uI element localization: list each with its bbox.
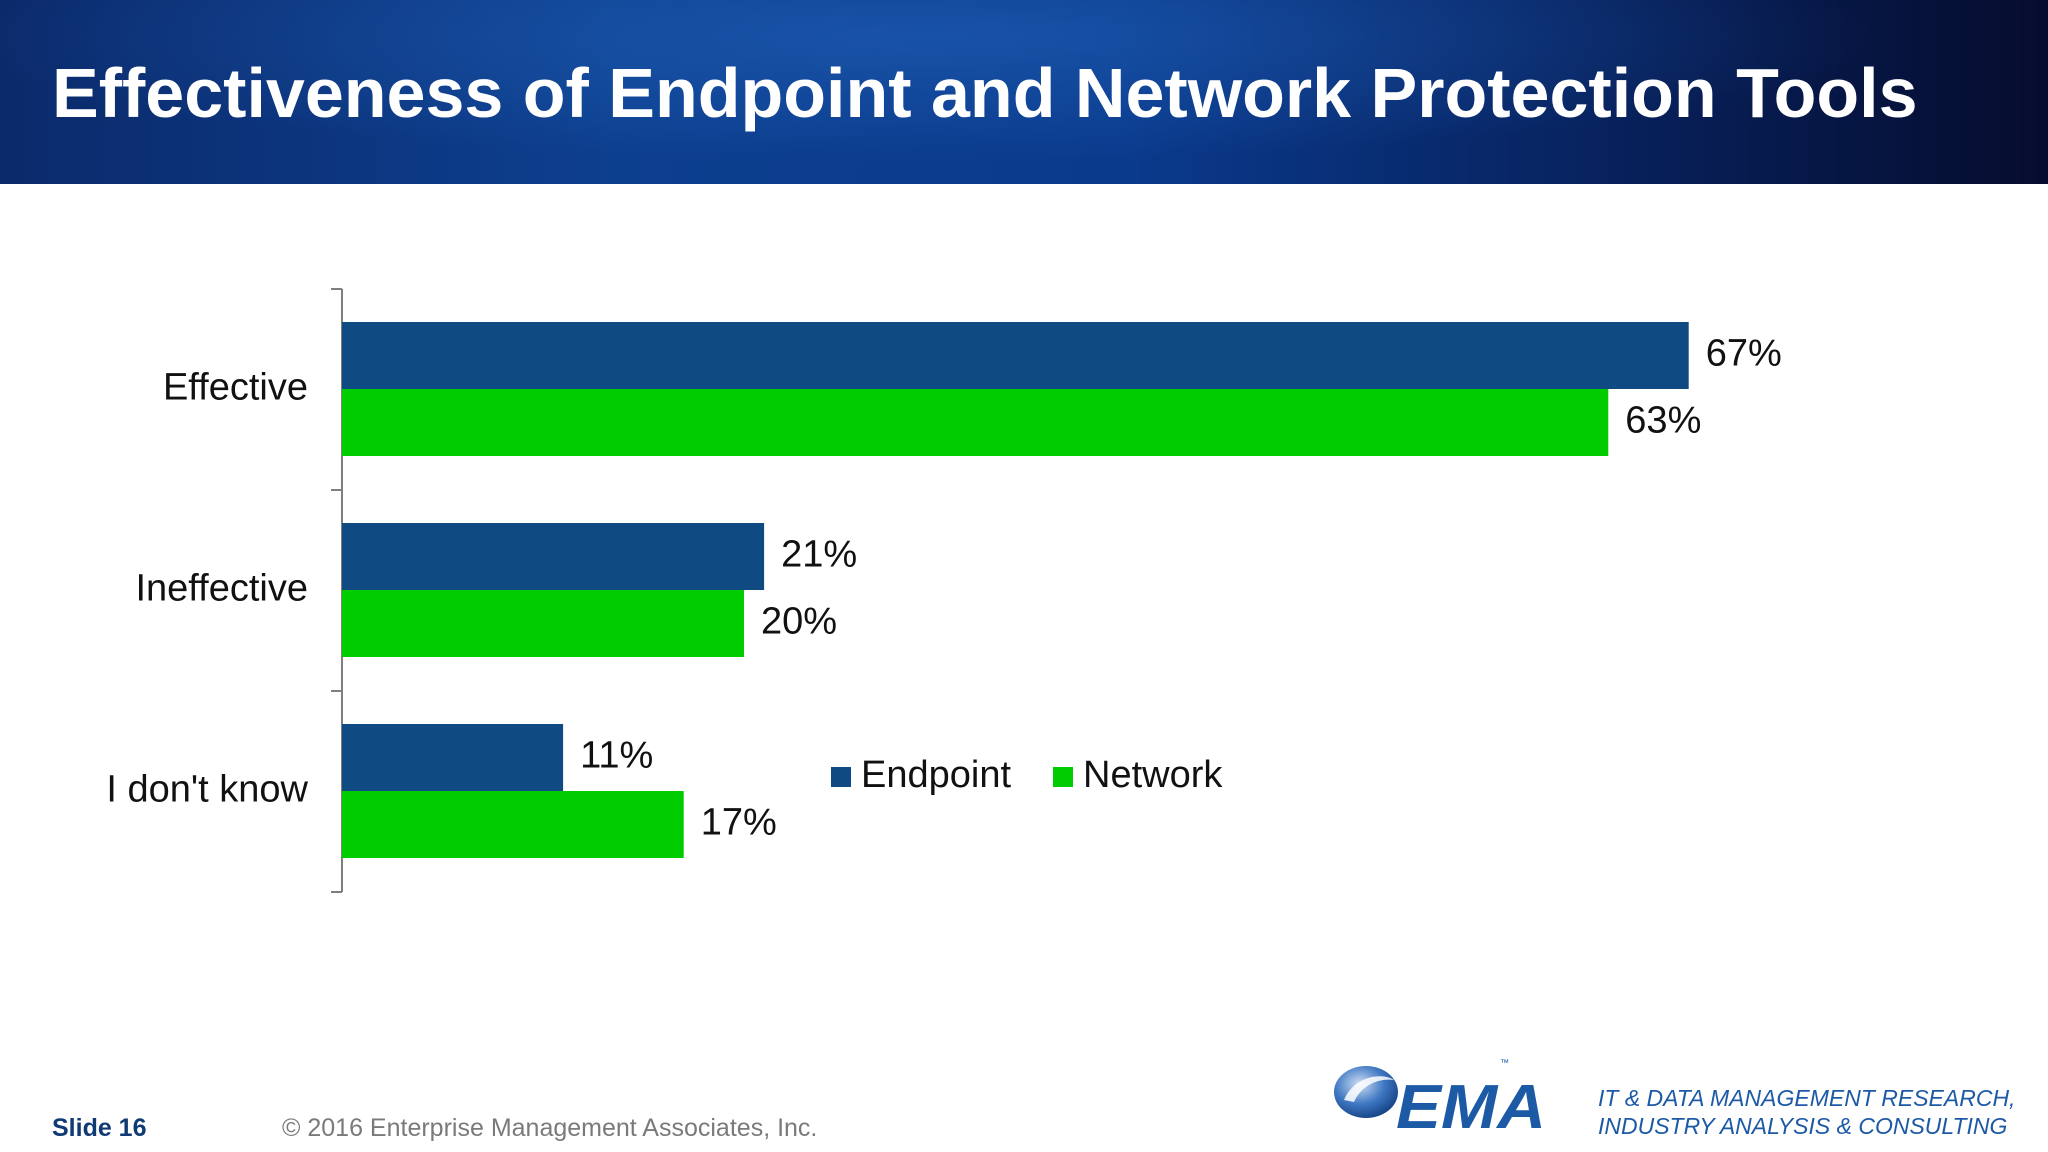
category-label: Ineffective	[135, 568, 308, 610]
data-label: 67%	[1706, 333, 1782, 375]
data-label: 63%	[1625, 400, 1701, 442]
data-label: 11%	[580, 735, 653, 777]
category-label: Effective	[163, 367, 308, 409]
legend-swatch-network	[1053, 767, 1073, 787]
bar-chart: Effective 67%63% Ineffective 21% 20% I don't …	[106, 288, 1782, 893]
copyright-notice: © 2016 Enterprise Management Associates,…	[282, 1114, 818, 1142]
bar-endpoint-2	[342, 724, 564, 791]
legend-swatch-endpoint	[831, 767, 851, 787]
company-tagline: IT & DATA MANAGEMENT RESEARCH, INDUSTRY …	[1598, 1084, 2015, 1140]
bar-network-1	[342, 590, 744, 657]
bar-network-2	[342, 791, 684, 858]
data-label: 20%	[761, 601, 837, 643]
bar-network-0	[342, 389, 1609, 456]
logo-wordmark: EMA	[1396, 1073, 1546, 1138]
bar-endpoint-0	[342, 322, 1689, 389]
trademark-mark: ™	[1500, 1058, 1509, 1067]
data-label: 17%	[701, 802, 777, 844]
legend-label-network: Network	[1083, 754, 1223, 796]
title-banner: Effectiveness of Endpoint and Network Pr…	[0, 0, 2048, 184]
tagline-line-2: INDUSTRY ANALYSIS & CONSULTING	[1598, 1113, 2008, 1139]
slide-title: Effectiveness of Endpoint and Network Pr…	[52, 54, 1918, 132]
ema-logo: ™ EMA	[1334, 1058, 1546, 1138]
legend-label-endpoint: Endpoint	[861, 754, 1011, 796]
slide-number: Slide 16	[52, 1114, 147, 1142]
category-label: I don't know	[106, 769, 308, 811]
bar-endpoint-1	[342, 523, 765, 590]
data-label: 21%	[781, 534, 857, 576]
ema-swoosh-icon	[1334, 1066, 1398, 1118]
tagline-line-1: IT & DATA MANAGEMENT RESEARCH,	[1598, 1085, 2016, 1111]
